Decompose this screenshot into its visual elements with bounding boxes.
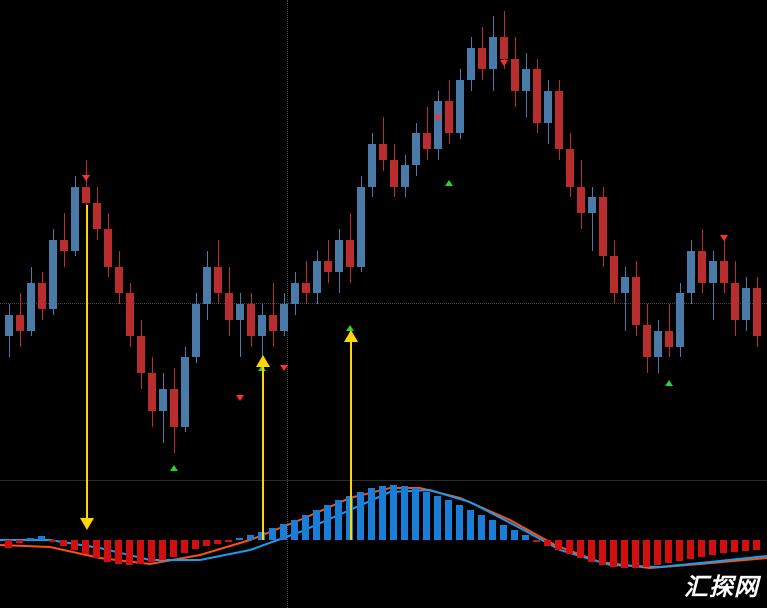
histogram-bar — [192, 540, 199, 549]
arrow-up-icon — [665, 380, 673, 386]
histogram-bar — [588, 540, 595, 562]
histogram-bar — [412, 488, 419, 540]
candlestick-panel[interactable] — [0, 0, 767, 480]
histogram-bar — [533, 540, 540, 542]
histogram-bar — [390, 485, 397, 540]
arrow-down-icon — [280, 365, 288, 371]
histogram-bar — [247, 535, 254, 540]
histogram-bar — [742, 540, 749, 551]
histogram-bar — [324, 505, 331, 540]
histogram-bar — [467, 510, 474, 540]
histogram-bar — [302, 515, 309, 540]
histogram-bar — [478, 515, 485, 540]
histogram-bar — [27, 538, 34, 540]
histogram-bar — [159, 540, 166, 560]
histogram-bar — [489, 520, 496, 540]
histogram-bar — [104, 540, 111, 562]
histogram-bar — [181, 540, 188, 553]
histogram-bar — [137, 540, 144, 564]
histogram-bar — [170, 540, 177, 557]
histogram-bar — [665, 540, 672, 563]
histogram-bar — [599, 540, 606, 565]
histogram-bar — [280, 524, 287, 540]
histogram-bar — [632, 540, 639, 568]
histogram-bar — [38, 536, 45, 540]
histogram-bar — [82, 540, 89, 554]
histogram-bar — [566, 540, 573, 554]
histogram-bar — [71, 540, 78, 550]
histogram-bar — [236, 538, 243, 540]
histogram-bar — [148, 540, 155, 562]
histogram-bar — [577, 540, 584, 558]
histogram-bar — [357, 492, 364, 540]
histogram-bar — [49, 540, 56, 542]
histogram-bar — [687, 540, 694, 559]
arrow-up-icon — [445, 180, 453, 186]
histogram-bar — [203, 540, 210, 546]
arrow-up-icon — [170, 465, 178, 471]
histogram-bar — [643, 540, 650, 567]
histogram-bar — [445, 500, 452, 540]
histogram-bar — [335, 500, 342, 540]
histogram-bar — [731, 540, 738, 552]
histogram-bar — [368, 488, 375, 540]
arrow-down-icon — [720, 235, 728, 241]
histogram-bar — [379, 486, 386, 540]
histogram-bar — [5, 540, 12, 548]
indicator-panel[interactable] — [0, 480, 767, 600]
histogram-bar — [720, 540, 727, 553]
histogram-bar — [291, 520, 298, 540]
arrow-down-icon — [434, 115, 442, 121]
histogram-bar — [456, 505, 463, 540]
histogram-bar — [16, 540, 23, 543]
histogram-bar — [676, 540, 683, 561]
histogram-bar — [698, 540, 705, 557]
histogram-bar — [225, 540, 232, 542]
histogram-bar — [214, 540, 221, 544]
histogram-bar — [522, 535, 529, 540]
arrow-down-icon — [236, 395, 244, 401]
histogram-bar — [500, 525, 507, 540]
histogram-bar — [423, 492, 430, 540]
histogram-bar — [93, 540, 100, 558]
histogram-bar — [511, 530, 518, 540]
histogram-bar — [753, 540, 760, 550]
histogram-bar — [621, 540, 628, 568]
histogram-bar — [126, 540, 133, 565]
histogram-bar — [555, 540, 562, 550]
histogram-bar — [313, 510, 320, 540]
histogram-bar — [654, 540, 661, 565]
arrow-down-icon — [500, 60, 508, 66]
histogram-bar — [115, 540, 122, 564]
histogram-bar — [610, 540, 617, 567]
histogram-bar — [60, 540, 67, 546]
trading-chart: 汇探网 — [0, 0, 767, 608]
arrow-down-icon — [82, 175, 90, 181]
histogram-bar — [434, 496, 441, 540]
histogram-bar — [544, 540, 551, 546]
histogram-bar — [269, 528, 276, 540]
histogram-bar — [709, 540, 716, 555]
watermark-text: 汇探网 — [684, 567, 759, 602]
histogram-bar — [401, 486, 408, 540]
